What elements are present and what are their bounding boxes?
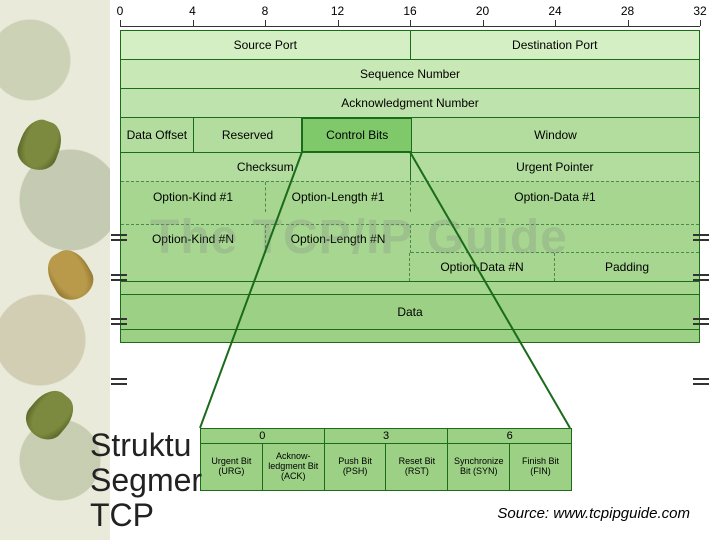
break-mark-icon <box>114 376 124 386</box>
header-row: Source Port Destination Port <box>121 31 699 59</box>
source-credit: Source: www.tcpipguide.com <box>497 505 690 522</box>
break-mark-icon <box>696 272 706 282</box>
break-mark-icon <box>114 232 124 242</box>
ruler-tick <box>193 20 194 26</box>
header-row: Option-Kind #N Option-Length #N <box>121 224 699 253</box>
ruler-label: 28 <box>621 4 634 18</box>
field-empty <box>121 253 410 281</box>
break-mark-icon <box>696 376 706 386</box>
field-sequence-number: Sequence Number <box>121 60 699 88</box>
bit-syn: Synchronize Bit (SYN) <box>448 444 510 490</box>
header-row: Checksum Urgent Pointer <box>121 152 699 181</box>
field-checksum: Checksum <box>121 153 411 181</box>
field-padding: Padding <box>555 253 699 281</box>
break-mark-icon <box>114 316 124 326</box>
field-window: Window <box>412 118 699 152</box>
ruler-label: 20 <box>476 4 489 18</box>
tcp-header-diagram: Source Port Destination Port Sequence Nu… <box>120 30 700 343</box>
field-option-data-1: Option-Data #1 <box>411 182 699 212</box>
slide-canvas: 0 4 8 12 16 20 24 28 32 Source Port Destination … <box>0 0 720 540</box>
row-break <box>121 281 699 294</box>
field-control-bits: Control Bits <box>302 118 412 152</box>
leaf-icon <box>19 383 82 447</box>
bit-urg: Urgent Bit (URG) <box>201 444 263 490</box>
field-destination-port: Destination Port <box>411 31 700 59</box>
leaf-icon <box>40 243 100 306</box>
bit-ack: Acknow-ledgment Bit (ACK) <box>263 444 325 490</box>
field-data: Data <box>121 295 699 329</box>
scale-tick: 3 <box>325 429 449 443</box>
ruler-tick <box>700 20 701 26</box>
bit-fin: Finish Bit (FIN) <box>510 444 571 490</box>
break-mark-icon <box>696 316 706 326</box>
header-row: Sequence Number <box>121 59 699 88</box>
bit-ruler: 048121620242832 <box>120 6 700 30</box>
header-row: Option-Kind #1 Option-Length #1 Option-D… <box>121 181 699 212</box>
field-option-length-n: Option-Length #N <box>266 225 411 253</box>
ruler-label: 16 <box>403 4 416 18</box>
field-ack-number: Acknowledgment Number <box>121 89 699 117</box>
field-option-kind-n: Option-Kind #N <box>121 225 266 253</box>
scale-tick: 0 <box>201 429 325 443</box>
field-data-offset: Data Offset <box>121 118 194 152</box>
break-mark-icon <box>114 272 124 282</box>
header-row: Acknowledgment Number <box>121 88 699 117</box>
ruler-tick <box>628 20 629 26</box>
break-mark-icon <box>696 232 706 242</box>
ruler-label: 12 <box>331 4 344 18</box>
ruler-label: 0 <box>117 4 124 18</box>
ruler-tick <box>338 20 339 26</box>
detail-scale: 0 3 6 <box>201 429 571 444</box>
header-row: Data <box>121 294 699 329</box>
field-urgent-pointer: Urgent Pointer <box>411 153 700 181</box>
field-option-data-n: Option-Data #N <box>410 253 555 281</box>
ruler-tick <box>555 20 556 26</box>
ruler-label: 24 <box>548 4 561 18</box>
field-option-kind-1: Option-Kind #1 <box>121 182 266 212</box>
ruler-tick <box>120 20 121 26</box>
ruler-label: 4 <box>189 4 196 18</box>
bit-psh: Push Bit (PSH) <box>325 444 387 490</box>
control-bits-detail: 0 3 6 Urgent Bit (URG) Acknow-ledgment B… <box>200 428 572 491</box>
ruler-tick <box>410 20 411 26</box>
field-reserved: Reserved <box>194 118 303 152</box>
row-break <box>121 212 699 224</box>
leaf-icon <box>13 115 68 176</box>
scale-tick: 6 <box>448 429 571 443</box>
header-row: Data Offset Reserved Control Bits Window <box>121 117 699 152</box>
bit-rst: Reset Bit (RST) <box>386 444 448 490</box>
field-option-length-1: Option-Length #1 <box>266 182 411 212</box>
row-break <box>121 329 699 342</box>
ruler-label: 8 <box>262 4 269 18</box>
ruler-tick <box>483 20 484 26</box>
slide-title: Struktu Segmer TCP <box>90 428 202 534</box>
ruler-tick <box>265 20 266 26</box>
header-row: Option-Data #N Padding <box>121 253 699 281</box>
field-source-port: Source Port <box>121 31 411 59</box>
detail-bits-row: Urgent Bit (URG) Acknow-ledgment Bit (AC… <box>201 444 571 490</box>
ruler-label: 32 <box>693 4 706 18</box>
field-option-data-n-top <box>411 225 699 253</box>
